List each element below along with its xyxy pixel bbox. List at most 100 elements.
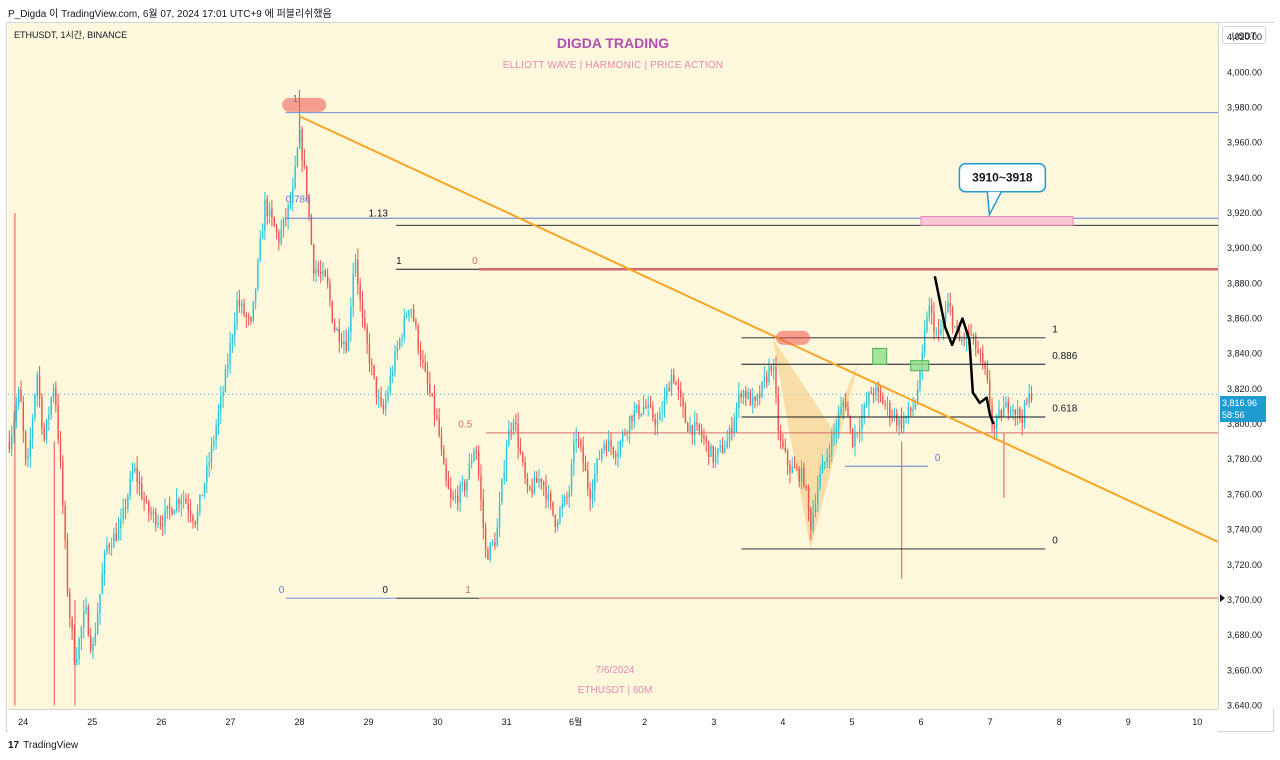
candle-body bbox=[405, 316, 408, 318]
candle-body bbox=[401, 337, 403, 340]
candle-body bbox=[110, 547, 113, 549]
candle-body bbox=[633, 410, 635, 422]
candle-body bbox=[424, 362, 426, 371]
candle-body bbox=[408, 310, 410, 317]
price-tick-label: 3,980.00 bbox=[1227, 102, 1262, 112]
candle-body bbox=[41, 396, 43, 429]
candle-body bbox=[178, 499, 180, 505]
candle-body bbox=[357, 259, 359, 285]
candle-body bbox=[87, 606, 90, 636]
candle-body bbox=[10, 434, 13, 450]
candle-body bbox=[396, 347, 399, 352]
price-axis[interactable]: 3,640.00 3,660.00 3,680.00 3,700.00 3,720.00… bbox=[1218, 23, 1274, 709]
time-tick-label: 9 bbox=[1126, 717, 1131, 727]
candle-body bbox=[963, 339, 965, 341]
time-tick-label: 6 bbox=[919, 717, 924, 727]
candle-body bbox=[266, 199, 268, 216]
price-tick-label: 3,820.00 bbox=[1227, 384, 1262, 394]
candle-body bbox=[842, 402, 845, 408]
candle-body bbox=[306, 165, 308, 196]
candle-body bbox=[961, 339, 963, 342]
candle-body bbox=[419, 349, 422, 360]
candle-body bbox=[185, 498, 187, 504]
candle-body bbox=[601, 449, 603, 459]
price-axis-svg: 3,640.00 3,660.00 3,680.00 3,700.00 3,720.00… bbox=[1220, 32, 1262, 709]
candle-body bbox=[717, 448, 719, 455]
target-callout-pointer bbox=[986, 191, 1003, 218]
candle-body bbox=[101, 573, 104, 594]
candle-body bbox=[712, 446, 714, 463]
candle-body bbox=[854, 432, 856, 447]
candle-body bbox=[777, 394, 780, 432]
price-tick-label: 3,640.00 bbox=[1227, 700, 1262, 709]
candle-body bbox=[547, 493, 550, 500]
candle-body bbox=[772, 367, 775, 371]
candle-body bbox=[1023, 402, 1026, 424]
fib-label: 0.786 bbox=[286, 194, 311, 205]
candle-body bbox=[1019, 408, 1021, 419]
candle-body bbox=[201, 495, 203, 497]
candle-body bbox=[554, 514, 557, 527]
candle-body bbox=[779, 431, 782, 442]
candle-body bbox=[294, 165, 296, 188]
candle-body bbox=[76, 659, 78, 664]
candle-body bbox=[670, 374, 673, 392]
candle-body bbox=[821, 463, 824, 474]
target-callout-label: 3910~3918 bbox=[972, 171, 1033, 185]
candle-body bbox=[343, 341, 345, 345]
time-tick-label: 5 bbox=[849, 717, 854, 727]
candle-body bbox=[510, 429, 512, 431]
candle-body bbox=[159, 523, 162, 525]
candle-body bbox=[150, 513, 152, 515]
candle-body bbox=[340, 341, 343, 345]
fib-label: 1 bbox=[293, 94, 299, 105]
candle-body bbox=[691, 425, 694, 436]
tradingview-logo[interactable]: 17 TradingView bbox=[8, 740, 78, 751]
candle-body bbox=[275, 226, 278, 232]
candle-body bbox=[928, 305, 931, 318]
candle-body bbox=[844, 402, 847, 408]
candle-body bbox=[645, 407, 647, 409]
candle-body bbox=[315, 269, 317, 274]
candle-body bbox=[942, 321, 944, 330]
candle-body bbox=[738, 393, 740, 408]
price-tick-label: 3,840.00 bbox=[1227, 349, 1262, 359]
candle-body bbox=[796, 468, 798, 470]
candle-body bbox=[182, 498, 185, 500]
candle-body bbox=[580, 440, 582, 447]
candle-body bbox=[826, 457, 828, 462]
candle-body bbox=[415, 320, 417, 326]
candle-body bbox=[529, 486, 531, 489]
candle-body bbox=[673, 374, 675, 383]
candle-body bbox=[385, 399, 387, 410]
candle-body bbox=[326, 276, 329, 284]
candles-group bbox=[8, 89, 1033, 706]
candle-body bbox=[452, 497, 454, 499]
candle-body bbox=[50, 398, 52, 415]
time-axis[interactable]: 24 25 26 27 28 29 30 31 6월 2 3 4 5 6 7 8 9 10 bbox=[8, 709, 1218, 732]
candle-body bbox=[556, 521, 559, 527]
chart-svg[interactable]: 3910~3918 1 0.786 1.13 1 0 1 0.886 0.618 0.5 0 0 0 0 1 bbox=[8, 23, 1218, 709]
brand-title: DIGDA TRADING bbox=[556, 35, 670, 51]
candle-body bbox=[1005, 402, 1007, 408]
candle-body bbox=[886, 403, 889, 405]
candle-body bbox=[851, 428, 854, 447]
candle-body bbox=[213, 440, 215, 446]
candle-body bbox=[8, 441, 11, 450]
candle-body bbox=[689, 425, 691, 432]
candle-body bbox=[45, 419, 48, 440]
candle-body bbox=[812, 512, 814, 530]
candle-body bbox=[36, 374, 38, 396]
publish-line: P_Digda 이 TradingView.com, 6월 07, 2024 1… bbox=[8, 9, 332, 20]
candle-body bbox=[687, 422, 689, 432]
candle-body bbox=[245, 314, 248, 317]
candle-body bbox=[301, 129, 303, 161]
currency-button[interactable]: USDT bbox=[1222, 26, 1266, 44]
candle-body bbox=[882, 396, 884, 405]
candle-body bbox=[477, 452, 480, 476]
candle-body bbox=[617, 453, 619, 457]
chart-plot-area[interactable]: 3910~3918 1 0.786 1.13 1 0 1 0.886 0.618 0.5 0 0 0 0 1 bbox=[8, 23, 1218, 709]
stamp-date: 7/6/2024 bbox=[595, 665, 635, 676]
candle-body bbox=[43, 428, 45, 440]
candle-body bbox=[292, 187, 294, 202]
